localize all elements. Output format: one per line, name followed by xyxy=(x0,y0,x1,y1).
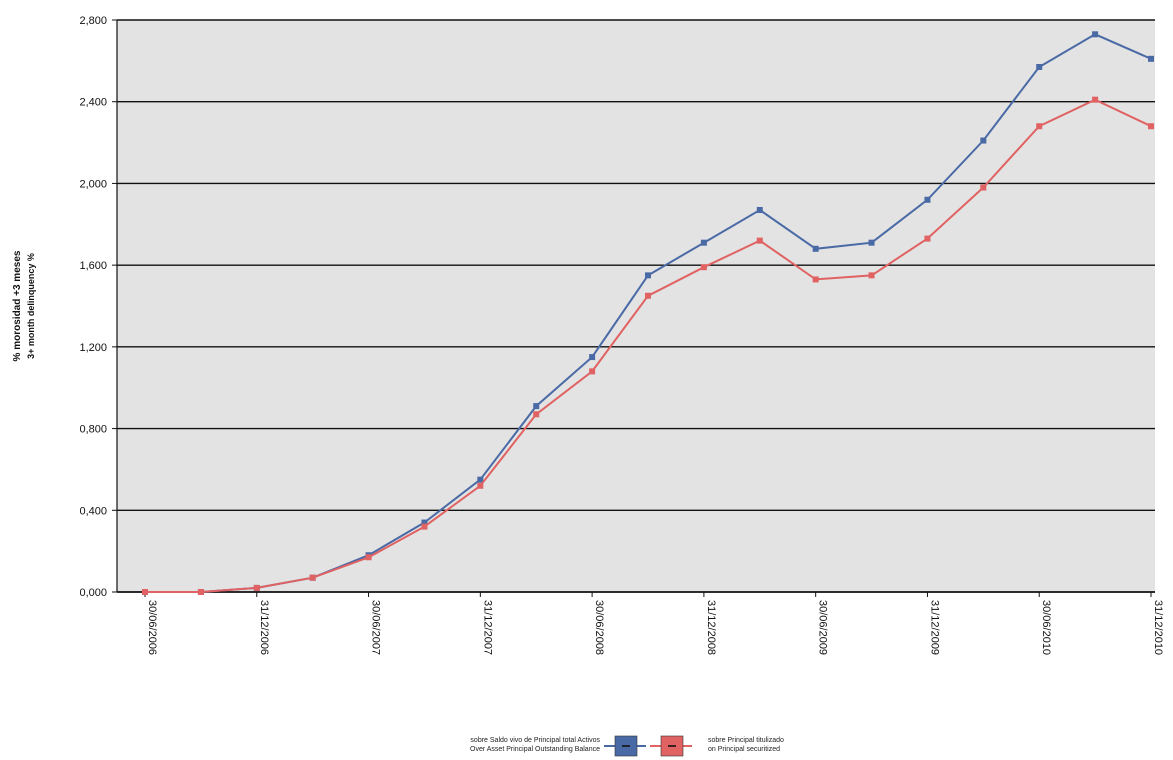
series-2-point xyxy=(589,368,596,375)
series-2-point xyxy=(421,523,428,530)
y-axis-label: % morosidad +3 meses xyxy=(12,250,23,361)
y-tick-label: 1,200 xyxy=(79,342,107,354)
series-2-point xyxy=(1036,123,1043,130)
x-tick-label: 31/12/2009 xyxy=(928,600,940,655)
series-2-point xyxy=(197,589,204,595)
series-1-point xyxy=(645,272,651,279)
series-2-point xyxy=(309,574,316,581)
x-tick-label: 31/12/2006 xyxy=(258,600,270,655)
y-tick-label: 2,000 xyxy=(79,178,107,190)
series-2-point xyxy=(533,411,540,418)
x-tick-label: 30/06/2007 xyxy=(370,600,382,655)
series-1-point xyxy=(477,476,484,483)
series-2-point xyxy=(980,184,987,191)
series-1-point xyxy=(924,196,931,203)
legend: sobre Saldo vivo de Principal total Acti… xyxy=(470,735,784,757)
grid-lines xyxy=(116,19,1155,593)
y-tick-label: 0,400 xyxy=(79,505,107,517)
y-tick-label: 2,800 xyxy=(79,15,107,27)
series-2-point xyxy=(645,292,651,299)
series-1-point xyxy=(1148,55,1154,62)
series-1-point xyxy=(756,206,763,213)
series-2-point xyxy=(1092,96,1099,103)
series-1-point xyxy=(533,403,540,410)
series-2-point xyxy=(924,235,931,242)
y-tick-label: 0,000 xyxy=(79,587,107,599)
plot-area xyxy=(117,20,1155,592)
x-tick-label: 31/12/2010 xyxy=(1152,600,1164,655)
series-1-point xyxy=(1036,63,1043,70)
y-tick-label: 1,600 xyxy=(79,260,107,272)
legend-label-series-1: sobre Saldo vivo de Principal total Acti… xyxy=(470,737,600,744)
legend-label-series-2-english: on Principal securitized xyxy=(708,746,780,753)
series-2-point xyxy=(142,589,148,595)
series-1-point xyxy=(868,239,875,246)
series-2-point xyxy=(756,237,763,244)
series-2-point xyxy=(253,584,260,591)
y-axis-ticks: 0,000 0,400 0,800 1,200 1,600 2,000 2,400 2,800 xyxy=(79,15,117,599)
x-tick-label: 30/06/2008 xyxy=(593,600,605,655)
series-2-point xyxy=(812,276,819,283)
series-1-point xyxy=(812,245,819,252)
y-tick-label: 2,400 xyxy=(79,97,107,109)
x-tick-label: 31/12/2008 xyxy=(705,600,717,655)
series-2-point xyxy=(477,482,484,489)
series-2-point xyxy=(365,554,372,561)
series-2-point xyxy=(700,264,707,271)
legend-label-series-2: sobre Principal titulizado xyxy=(708,737,784,744)
legend-label-series-1-english: Over Asset Principal Outstanding Balance xyxy=(470,746,600,753)
legend-swatches xyxy=(604,735,692,757)
x-tick-label: 30/06/2010 xyxy=(1040,600,1052,655)
y-axis-label-english: 3+ month delinquency % xyxy=(26,253,36,359)
x-axis-ticks: 30/06/2006 31/12/2006 30/06/2007 31/12/2007… xyxy=(144,592,1164,655)
series-2-point xyxy=(868,272,875,279)
x-tick-label: 31/12/2007 xyxy=(481,600,493,655)
series-group xyxy=(142,31,1154,595)
series-1-point xyxy=(980,137,987,144)
series-1-point xyxy=(1092,31,1099,38)
series-1-point xyxy=(421,519,428,526)
series-1-point xyxy=(700,239,707,246)
series-1-point xyxy=(589,354,596,361)
series-2-point xyxy=(1148,123,1154,130)
y-tick-label: 0,800 xyxy=(79,424,107,436)
x-tick-label: 30/06/2009 xyxy=(817,600,829,655)
x-tick-label: 30/06/2006 xyxy=(146,600,158,655)
